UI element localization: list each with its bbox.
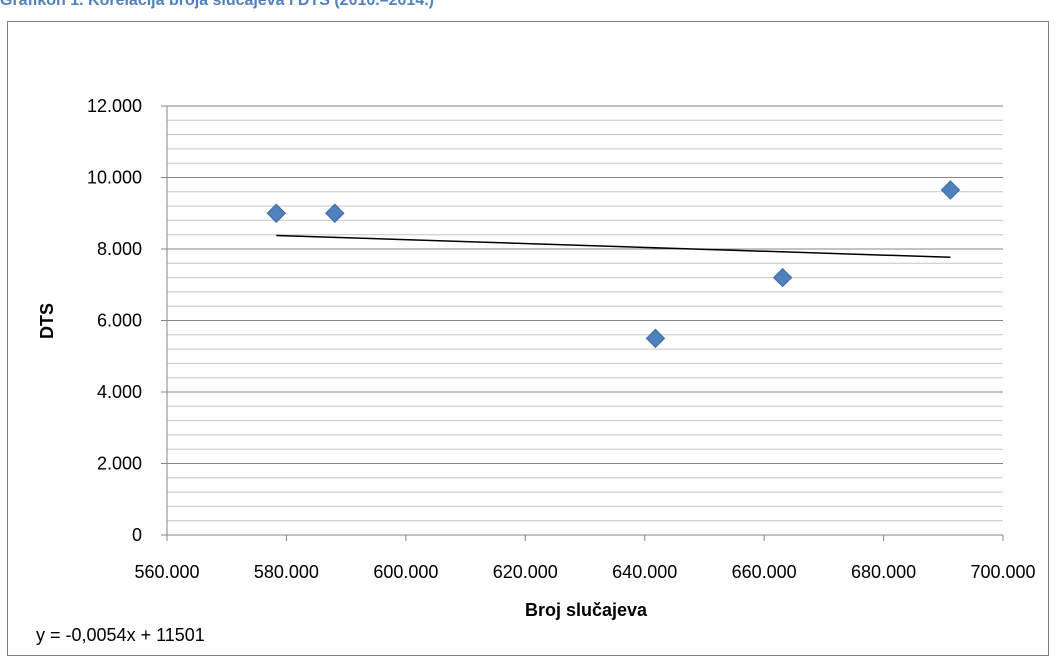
minor-gridlines (167, 119, 1003, 522)
data-point-marker (325, 203, 345, 223)
x-tick-label: 620.000 (493, 562, 558, 582)
y-tick-labels: 0 2.000 4.000 6.000 8.000 10.000 12.000 (87, 96, 142, 545)
y-tick-label: 10.000 (87, 168, 142, 188)
trendline (276, 234, 951, 259)
x-tick-label: 660.000 (732, 562, 797, 582)
x-tick-label: 600.000 (373, 562, 438, 582)
y-tick-label: 6.000 (97, 311, 142, 331)
x-tick-labels: 560.000 580.000 600.000 620.000 640.000 660.0… (134, 562, 1035, 582)
trendline-group (276, 234, 951, 259)
data-point-marker (266, 203, 286, 223)
y-axis-title: DTS (37, 303, 57, 339)
y-tick-label: 12.000 (87, 96, 142, 116)
x-axis-title: Broj slučajeva (525, 600, 648, 620)
data-points (266, 180, 961, 349)
y-tick-label: 4.000 (97, 382, 142, 402)
data-point-marker (772, 267, 793, 288)
data-point-marker (645, 328, 666, 349)
chart-area (7, 21, 1049, 656)
x-tick-label: 580.000 (254, 562, 319, 582)
x-tick-label: 680.000 (851, 562, 916, 582)
y-tick-label: 8.000 (97, 239, 142, 259)
y-tick-label: 0 (132, 525, 142, 545)
x-tick-label: 700.000 (970, 562, 1035, 582)
x-tick-label: 560.000 (134, 562, 199, 582)
major-gridlines (161, 105, 1003, 536)
y-tick-label: 2.000 (97, 454, 142, 474)
axes (166, 106, 1004, 541)
figure-caption: Grafikon 1. Korelacija broja slučajeva i… (0, 0, 434, 9)
trendline-equation: y = -0,0054x + 11501 (36, 625, 205, 645)
data-point-marker (940, 180, 961, 200)
x-tick-label: 640.000 (612, 562, 677, 582)
